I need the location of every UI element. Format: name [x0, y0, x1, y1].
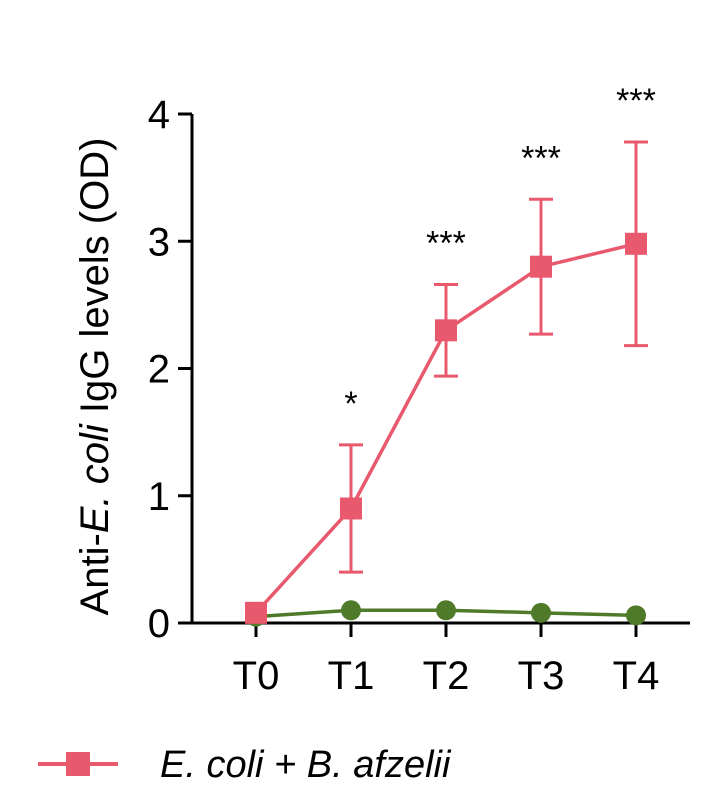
x-tick-label: T0 — [233, 654, 280, 698]
data-point — [435, 319, 457, 342]
x-tick-label: T3 — [518, 654, 565, 698]
series-layer — [245, 140, 648, 627]
data-point — [625, 232, 647, 255]
axes — [190, 114, 690, 625]
significance-label: *** — [521, 139, 561, 177]
significance-label: *** — [426, 225, 466, 263]
data-point — [626, 605, 646, 626]
annotation-layer: ********** — [344, 82, 655, 423]
data-point — [341, 600, 361, 621]
data-point — [436, 600, 456, 621]
legend-label: E. coli + B. afzelii — [160, 744, 452, 785]
y-tick-label: 0 — [148, 602, 170, 646]
x-tick-label: T2 — [423, 654, 470, 698]
y-ticks: 0 1 2 3 4 — [148, 93, 192, 646]
y-tick-label: 2 — [148, 348, 170, 392]
y-tick-label: 1 — [148, 475, 170, 519]
y-axis-label-italic: E. coli — [73, 423, 117, 533]
data-point — [245, 601, 267, 624]
data-point — [531, 602, 551, 623]
x-ticks: T0 T1 T2 T3 T4 — [233, 623, 660, 698]
data-point — [530, 255, 552, 278]
x-tick-label: T1 — [328, 654, 375, 698]
y-axis-label-suffix: IgG levels (OD) — [73, 138, 117, 425]
legend-marker — [66, 752, 90, 776]
legend: E. coli + B. afzelii — [38, 744, 452, 785]
y-tick-label: 3 — [148, 220, 170, 264]
y-axis-label: Anti-E. coli IgG levels (OD) — [73, 138, 117, 616]
y-axis-label-prefix: Anti- — [73, 533, 117, 615]
y-tick-label: 4 — [148, 93, 170, 137]
series-e-coli-b-afzelii — [245, 140, 648, 624]
data-point — [340, 497, 362, 520]
significance-label: * — [344, 385, 357, 423]
significance-label: *** — [616, 82, 656, 120]
x-tick-label: T4 — [613, 654, 660, 698]
